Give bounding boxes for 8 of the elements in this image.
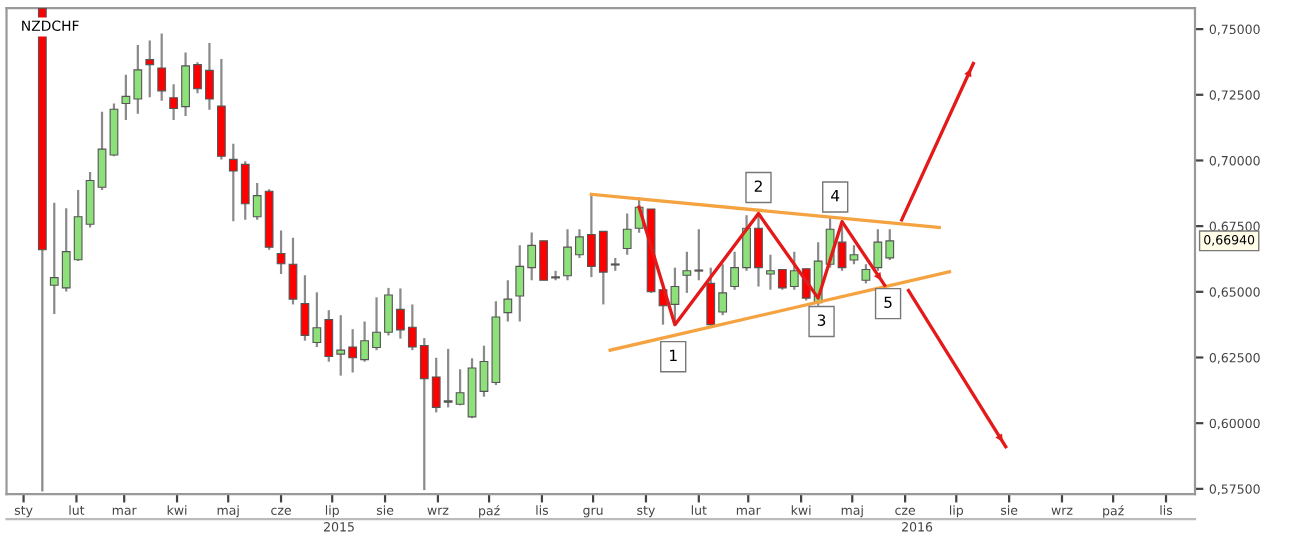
candlestick (276, 229, 286, 276)
candlestick (288, 236, 298, 306)
line-series (637, 205, 887, 327)
candlestick (622, 212, 632, 256)
candlestick (157, 32, 167, 102)
candlestick (861, 263, 871, 285)
candlestick (503, 279, 513, 323)
candlestick (145, 39, 155, 99)
